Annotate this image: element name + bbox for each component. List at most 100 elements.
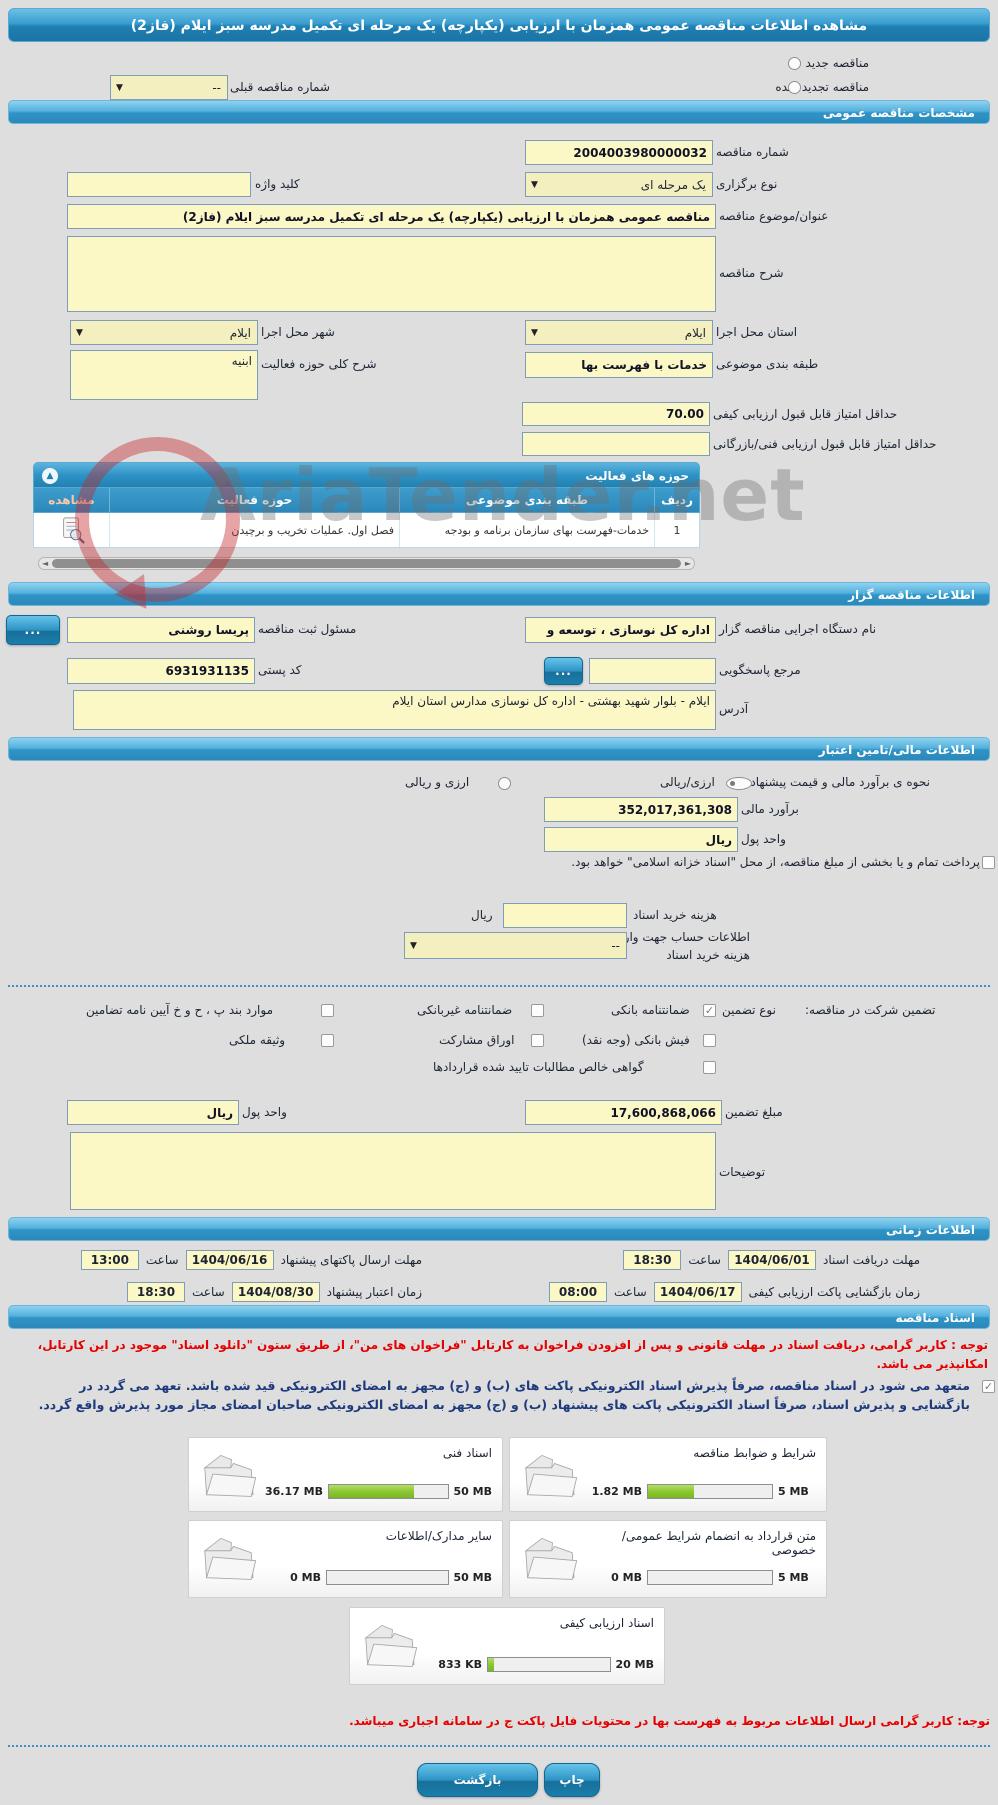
contact-label: مرجع پاسخگویی [719, 663, 801, 677]
activity-desc-field[interactable]: ابنیه [70, 350, 258, 400]
print-button[interactable]: چاپ [544, 1763, 600, 1797]
account-select[interactable]: -- ▼ [404, 932, 627, 959]
schedule-label: زمان اعتبار پیشنهاد [326, 1285, 422, 1299]
commitment-checkbox[interactable] [982, 1380, 995, 1393]
category-field[interactable]: خدمات با فهرست بها [525, 352, 713, 378]
guarantee-amount-field[interactable]: 17,600,868,066 [525, 1100, 722, 1125]
notes-field[interactable] [70, 1132, 716, 1210]
treasury-checkbox[interactable] [982, 856, 995, 869]
documents-footer-notice: توجه: کاربر گرامی ارسال اطلاعات مربوط به… [349, 1714, 990, 1728]
renewed-tender-radio[interactable] [788, 81, 801, 94]
guarantee-bonds-checkbox[interactable] [531, 1034, 544, 1047]
province-select[interactable]: ایلام ▼ [525, 320, 713, 345]
folder-icon [520, 1533, 578, 1583]
estimate-field[interactable]: 352,017,361,308 [544, 797, 738, 822]
progress-bar [647, 1569, 773, 1585]
filebox-technical[interactable]: اسناد فنی 36.17 MB 50 MB [188, 1437, 503, 1512]
filebox-terms[interactable]: شرایط و ضوابط مناقصه 1.82 MB 5 MB [509, 1437, 827, 1512]
method-both-radio[interactable] [498, 777, 511, 790]
schedule-label: زمان بازگشایی پاکت ارزیابی کیفی [748, 1285, 920, 1299]
postal-field[interactable]: 6931931135 [67, 658, 255, 684]
filebox-progress-row: 0 MB 50 MB [265, 1569, 492, 1585]
city-select[interactable]: ایلام ▼ [70, 320, 258, 345]
guarantee-nonbank-checkbox[interactable] [531, 1004, 544, 1017]
guarantee-bylaw-label: موارد بند پ ، ح و خ آیین نامه تضامین [86, 1003, 274, 1017]
row-view-cell [34, 513, 109, 547]
guarantee-bylaw-checkbox[interactable] [321, 1004, 334, 1017]
guarantee-cash-checkbox[interactable] [703, 1034, 716, 1047]
schedule-date[interactable]: 1404/06/16 [185, 1250, 274, 1270]
contact-more-button[interactable]: ... [544, 657, 583, 685]
desc-field[interactable] [67, 236, 716, 312]
back-button[interactable]: بازگشت [417, 1763, 538, 1797]
tender-no-field[interactable]: 2004003980000032 [525, 140, 713, 165]
subject-field[interactable]: مناقصه عمومی همزمان با ارزیابی (یکپارچه)… [67, 204, 716, 229]
table-horizontal-scrollbar[interactable]: ◄ ► [38, 557, 695, 570]
address-field[interactable]: ایلام - بلوار شهید بهشتی - اداره کل نوسا… [73, 690, 716, 730]
min-tech-field[interactable] [522, 432, 710, 456]
registrar-field[interactable]: پریسا روشنی [67, 617, 255, 643]
guarantee-cash-label: فیش بانکی (وجه نقد) [582, 1033, 690, 1047]
filebox-qualification[interactable]: اسناد ارزیابی کیفی 833 KB 20 MB [349, 1607, 665, 1685]
notes-label: توضیحات [719, 1165, 766, 1179]
progress-bar [326, 1569, 449, 1585]
collapse-icon[interactable]: ▲ [42, 468, 58, 484]
view-document-icon[interactable] [58, 516, 86, 544]
file-size-used: 0 MB [611, 1570, 642, 1584]
type-select[interactable]: یک مرحله ای ▼ [525, 172, 713, 197]
postal-label: کد پستی [258, 663, 302, 677]
account-value: -- [611, 938, 620, 953]
contact-field[interactable] [589, 658, 716, 684]
section-documents-header: اسناد مناقصه [8, 1305, 990, 1329]
row-category: خدمات-فهرست بهای سازمان برنامه و بودجه [399, 513, 654, 547]
file-size-used: 0 MB [290, 1570, 321, 1584]
keyword-field[interactable] [67, 172, 251, 197]
account-label: اطلاعات حساب جهت واریز هزینه خرید اسناد [613, 930, 750, 962]
filebox-title: سایر مدارک/اطلاعات [385, 1529, 492, 1543]
commitment-text: متعهد می شود در اسناد مناقصه، صرفاً پذیر… [38, 1378, 970, 1413]
registrar-label: مسئول ثبت مناقصه [258, 622, 357, 636]
schedule-time[interactable]: 18:30 [127, 1282, 186, 1302]
agency-field[interactable]: اداره کل نوسازی ، توسعه و [525, 617, 716, 643]
guarantee-bank-checkbox[interactable] [703, 1004, 716, 1017]
schedule-date[interactable]: 1404/06/01 [727, 1250, 816, 1270]
schedule-item-bid-deadline: مهلت ارسال پاکتهای پیشنهاد 1404/06/16 سا… [20, 1250, 422, 1270]
schedule-date[interactable]: 1404/06/17 [653, 1282, 742, 1302]
new-tender-radio[interactable] [788, 57, 801, 70]
filebox-other[interactable]: سایر مدارک/اطلاعات 0 MB 50 MB [188, 1520, 503, 1598]
doc-fee-unit: ریال [471, 908, 493, 922]
guarantee-claims-checkbox[interactable] [703, 1061, 716, 1074]
type-value: یک مرحله ای [640, 177, 706, 192]
file-size-max: 5 MB [778, 1570, 809, 1584]
schedule-time[interactable]: 18:30 [623, 1250, 682, 1270]
table-row: 1 خدمات-فهرست بهای سازمان برنامه و بودجه… [33, 513, 700, 548]
filebox-progress-row: 0 MB 5 MB [586, 1569, 816, 1585]
section-schedule-header: اطلاعات زمانی [8, 1217, 990, 1241]
doc-fee-field[interactable] [503, 903, 627, 928]
method-rial-radio[interactable] [726, 777, 752, 790]
file-size-max: 20 MB [615, 1657, 654, 1671]
time-label: ساعت [614, 1285, 647, 1299]
file-size-max: 50 MB [453, 1570, 492, 1584]
guarantee-currency-field[interactable]: ریال [67, 1100, 239, 1125]
scrollbar-thumb[interactable] [52, 559, 681, 568]
min-qual-field[interactable]: 70.00 [522, 402, 710, 426]
min-tech-label: حداقل امتیاز قابل قبول ارزیابی فنی/بازرگ… [713, 437, 937, 451]
schedule-time[interactable]: 08:00 [549, 1282, 608, 1302]
method-rial-label: ارزی/ریالی [660, 775, 715, 789]
province-label: استان محل اجرا [716, 325, 798, 339]
progress-bar [327, 1483, 449, 1499]
filebox-contract[interactable]: متن قرارداد به انضمام شرایط عمومی/خصوصی … [509, 1520, 827, 1598]
schedule-time[interactable]: 13:00 [80, 1250, 139, 1270]
schedule-date[interactable]: 1404/08/30 [231, 1282, 320, 1302]
registrar-more-button[interactable]: ... [6, 615, 60, 645]
scroll-right-icon[interactable]: ► [684, 559, 691, 568]
currency-label: واحد پول [741, 832, 786, 846]
method-both-label: ارزی و ریالی [405, 775, 470, 789]
currency-field[interactable]: ریال [544, 827, 738, 852]
scroll-left-icon[interactable]: ◄ [42, 559, 49, 568]
col-row: ردیف [654, 488, 699, 512]
guarantee-estate-checkbox[interactable] [321, 1034, 334, 1047]
prev-tender-no-select[interactable]: -- ▼ [110, 75, 228, 100]
